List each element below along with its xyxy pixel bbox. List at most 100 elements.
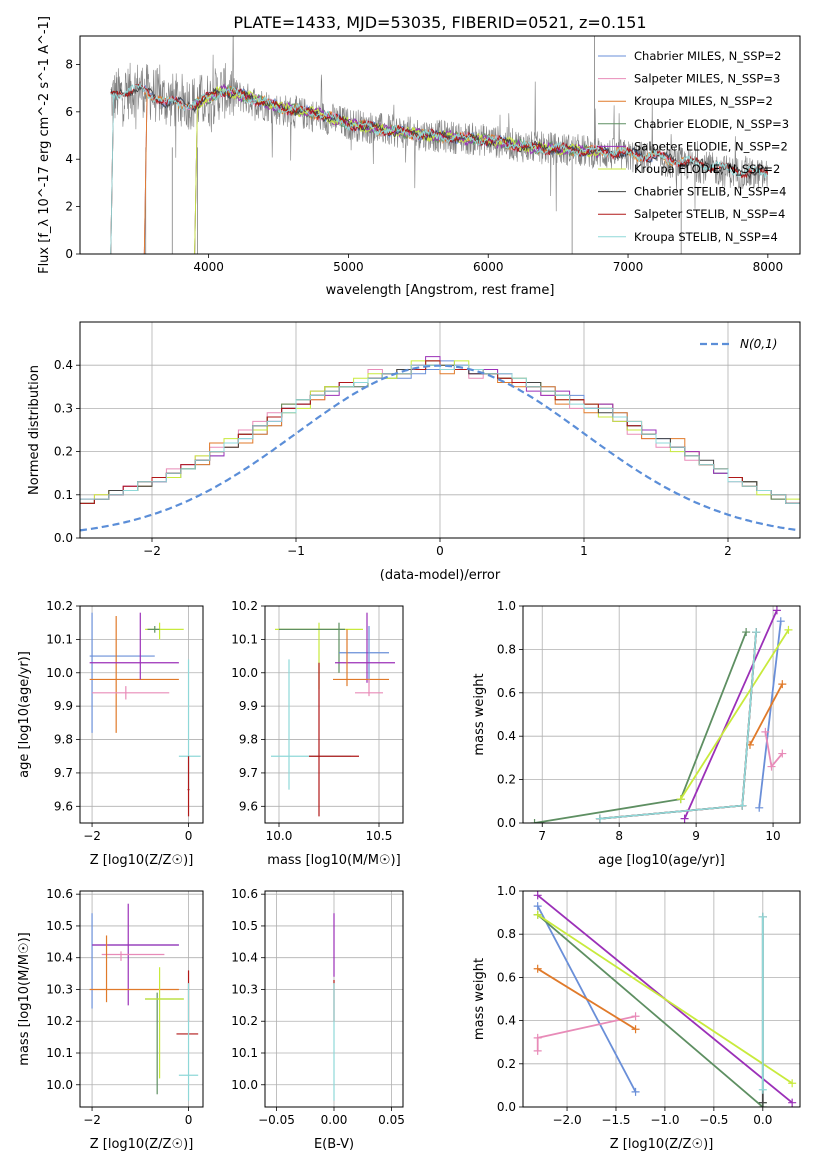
x-axis-label: Z [log10(Z/Z☉)] <box>90 1137 194 1152</box>
y-tick-label: 0.2 <box>54 445 73 459</box>
y-tick-label: 10.3 <box>231 982 258 996</box>
weight-series-line <box>758 621 782 808</box>
axes-age-vs-Z: −2 0 9.6 9.7 9.8 9.9 10.0 10.1 10.2 Z [log10(Z/Z☉… <box>17 599 204 868</box>
weight-series-line <box>599 631 757 820</box>
y-tick-label: 4 <box>65 152 73 166</box>
legend-label: Kroupa ELODIE, N_SSP=2 <box>634 162 780 176</box>
weight-series-line <box>537 914 793 1084</box>
y-tick-label: 0.2 <box>497 1057 516 1071</box>
weight-point-marker <box>676 795 685 804</box>
y-tick-label: 2 <box>65 200 73 214</box>
histogram-series <box>80 364 800 509</box>
weight-point-marker <box>788 1079 797 1088</box>
y-tick-label: 10.0 <box>231 666 258 680</box>
weight-point-marker <box>788 1098 797 1107</box>
weight-point-marker <box>533 1033 542 1042</box>
weight-series-line <box>536 1015 636 1051</box>
weight-series-line <box>534 631 747 823</box>
axes-frame <box>79 605 204 824</box>
legend-label: Kroupa MILES, N_SSP=2 <box>634 94 773 108</box>
weight-series-line <box>537 968 637 1030</box>
y-tick-label: 0.8 <box>497 927 516 941</box>
weight-point-marker <box>680 814 689 823</box>
weight-point-marker <box>631 1012 640 1021</box>
x-tick-label: 0.05 <box>378 1113 405 1127</box>
y-tick-label: 9.9 <box>54 699 73 713</box>
axes-residuals: −2 −1 0 1 2 0.0 0.1 0.2 0.3 0.4 (data-model)/error… <box>27 321 801 583</box>
weight-series-line <box>599 631 757 820</box>
spectrum-model-line <box>110 81 768 178</box>
spectrum-data-line <box>110 36 768 212</box>
axes-frame <box>79 890 204 1108</box>
legend-label: Kroupa STELIB, N_SSP=4 <box>634 230 778 244</box>
y-tick-label: 0.1 <box>54 488 73 502</box>
weight-series-line <box>749 683 784 746</box>
weight-point-marker <box>533 891 542 900</box>
x-tick-label: −0.05 <box>258 1113 295 1127</box>
weight-point-marker <box>758 912 767 921</box>
y-tick-label: 0.4 <box>54 358 73 372</box>
spectrum-plot-area <box>110 36 769 254</box>
axes-frame <box>264 605 404 824</box>
x-tick-label: 10 <box>765 829 780 843</box>
y-tick-label: 1.0 <box>497 884 516 898</box>
y-tick-label: 10.2 <box>231 1014 258 1028</box>
weight-point-marker <box>767 762 776 771</box>
age-vs-mass-plot-area <box>271 612 395 817</box>
x-tick-label: 9 <box>692 829 700 843</box>
spectrum-legend: Chabrier MILES, N_SSP=2 Salpeter MILES, N… <box>598 49 789 244</box>
weight-point-marker <box>752 628 761 637</box>
weight-point-marker <box>758 1085 767 1094</box>
y-tick-label: 10.0 <box>46 666 73 680</box>
legend-label: N(0,1) <box>740 337 777 351</box>
legend-label: Chabrier ELODIE, N_SSP=3 <box>634 117 789 131</box>
histogram-series <box>80 356 800 509</box>
spectrum-model-edge <box>110 95 115 254</box>
y-tick-label: 0.8 <box>497 642 516 656</box>
axes-spectrum: 4000 5000 6000 7000 8000 0 2 4 6 8 wavelength [Ang… <box>37 16 801 298</box>
y-tick-label: 10.5 <box>46 919 73 933</box>
y-tick-label: 0.6 <box>497 686 516 700</box>
x-tick-label: 7000 <box>613 260 644 274</box>
x-tick-label: 0.0 <box>753 1113 772 1127</box>
y-tick-label: 0.3 <box>54 401 73 415</box>
weight-point-marker <box>533 910 542 919</box>
x-tick-label: 7 <box>538 829 546 843</box>
y-tick-label: 9.9 <box>239 699 258 713</box>
x-axis-label: age [log10(age/yr)] <box>598 853 725 868</box>
axes-frame <box>264 890 404 1108</box>
x-tick-label: 1 <box>580 544 588 558</box>
weight-series-line <box>537 914 764 1107</box>
axes-frame <box>522 890 801 1108</box>
x-tick-label: 0 <box>185 829 193 843</box>
weight-series-line <box>679 629 790 800</box>
y-axis-label: mass [log10(M/M☉)] <box>17 932 32 1065</box>
y-tick-label: 9.7 <box>54 766 73 780</box>
x-axis-label: mass [log10(M/M☉)] <box>267 853 400 868</box>
spectrum-model-edge <box>143 90 148 254</box>
x-tick-label: 0 <box>185 1113 193 1127</box>
x-tick-label: 8000 <box>753 260 784 274</box>
y-axis-label: Flux [f_λ 10^-17 erg cm^-2 s^-1 A^-1] <box>37 16 52 274</box>
weight-point-marker <box>778 749 787 758</box>
y-tick-label: 0.0 <box>497 816 516 830</box>
legend-label: Salpeter STELIB, N_SSP=4 <box>634 207 785 221</box>
y-axis-label: Normed distribution <box>27 365 42 495</box>
x-tick-label: 8 <box>615 829 623 843</box>
x-tick-label: −1.0 <box>650 1113 679 1127</box>
y-tick-label: 10.0 <box>46 1078 73 1092</box>
weight-point-marker <box>533 1046 542 1055</box>
legend-label: Chabrier STELIB, N_SSP=4 <box>634 185 786 199</box>
spectrum-model-edge <box>194 104 198 254</box>
axes-weight-vs-Z: −2.0 −1.5 −1.0 −0.5 0.0 0.0 0.2 0.4 0.6 0.8 1.0 Z [… <box>472 884 801 1152</box>
histogram-series <box>80 360 800 509</box>
weight-point-marker <box>595 814 604 823</box>
x-tick-label: 4000 <box>193 260 224 274</box>
age-vs-Z-plot-area <box>89 612 201 817</box>
x-axis-label: wavelength [Angstrom, rest frame] <box>326 283 555 298</box>
weight-point-marker <box>738 801 747 810</box>
y-tick-label: 0.4 <box>497 1014 516 1028</box>
y-tick-label: 9.7 <box>239 766 258 780</box>
x-tick-label: −2.0 <box>552 1113 581 1127</box>
